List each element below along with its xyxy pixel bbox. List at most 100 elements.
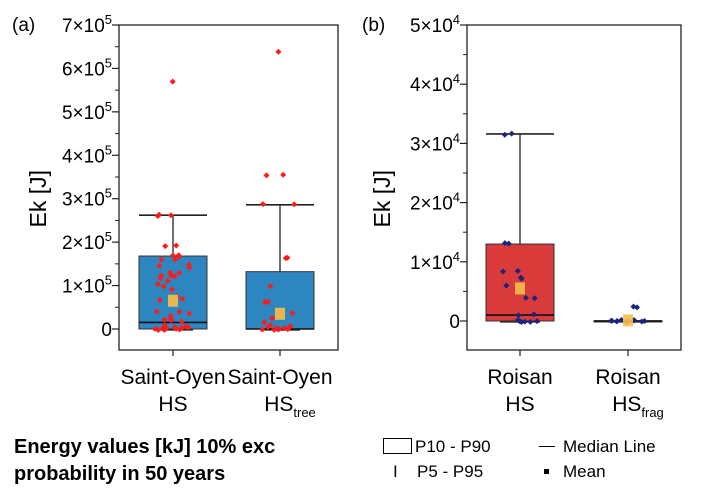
data-point <box>634 304 641 311</box>
data-point <box>157 275 164 282</box>
category-label-line1: Saint-Oyen <box>227 366 332 389</box>
category-label-line1: Roisan <box>487 366 552 389</box>
data-point <box>500 268 507 275</box>
category-label-line2: HStree <box>264 393 316 420</box>
data-point <box>179 295 186 302</box>
y-tick-label: 2×104 <box>410 190 460 215</box>
legend-item-median: Median Line <box>539 434 656 459</box>
legend-whisker-label: P5 - P95 <box>417 462 484 481</box>
data-point <box>172 256 179 263</box>
mean-square-icon <box>544 469 549 474</box>
data-point <box>158 256 165 263</box>
category-label-line1: Roisan <box>595 366 660 389</box>
panel-label: (b) <box>362 15 385 36</box>
y-tick-label: 3×105 <box>62 186 112 211</box>
y-tick-label: 3×104 <box>410 130 460 155</box>
data-point <box>168 317 175 324</box>
data-point <box>160 283 167 290</box>
category-label-line2: HSfrag <box>612 393 664 420</box>
y-tick-label: 1×105 <box>62 273 112 298</box>
data-point <box>284 326 291 333</box>
y-tick-label: 5×104 <box>410 12 460 37</box>
data-point <box>162 243 169 250</box>
data-point <box>522 294 529 301</box>
data-point <box>259 326 266 333</box>
data-point <box>265 299 272 306</box>
y-tick-label: 2×105 <box>62 229 112 254</box>
data-point <box>156 297 163 304</box>
data-point <box>178 318 185 325</box>
data-point <box>164 277 171 284</box>
data-point <box>155 326 162 333</box>
data-point <box>176 253 183 260</box>
data-point <box>527 318 534 325</box>
plot-frame <box>466 24 682 351</box>
caption-line-2: probability in 50 years <box>14 463 226 485</box>
data-point <box>161 316 168 323</box>
data-point <box>641 318 648 325</box>
mean-marker <box>623 314 633 327</box>
chart-panel-b: (b) 0 1×104 2×104 3×104 4×104 5×104 Ek [J] Roisa… <box>362 12 682 420</box>
data-point <box>269 315 276 322</box>
data-point <box>280 171 287 178</box>
data-point <box>503 282 510 289</box>
data-point <box>267 283 274 290</box>
data-point <box>173 325 180 332</box>
box <box>245 271 315 330</box>
legend-item-mean: Mean <box>544 459 606 484</box>
y-tick-label: 4×105 <box>62 142 112 167</box>
y-tick-label: 4×104 <box>410 71 460 96</box>
data-point <box>173 242 180 249</box>
data-point <box>186 264 193 271</box>
data-point <box>289 310 296 317</box>
data-point <box>156 262 163 269</box>
data-point <box>514 268 521 275</box>
legend-box-label: P10 - P90 <box>415 437 491 456</box>
y-tick-label: 0 <box>449 312 460 333</box>
data-point <box>168 286 175 293</box>
caption-line-1: Energy values [kJ] 10% exc <box>14 436 276 458</box>
data-point <box>261 319 268 326</box>
legend-mean-label: Mean <box>563 462 606 481</box>
data-point <box>154 212 161 219</box>
median-line-icon <box>539 446 555 447</box>
data-point <box>264 324 271 331</box>
legend-item-box: P10 - P90 <box>383 434 491 459</box>
data-point <box>261 298 268 305</box>
data-point <box>521 318 528 325</box>
y-axis-title: Ek [J] <box>25 170 51 228</box>
y-tick-label: 5×105 <box>62 99 112 124</box>
data-point <box>169 78 176 85</box>
data-point <box>282 255 289 262</box>
legend-item-whisker: I P5 - P95 <box>393 459 483 484</box>
y-tick-label: 1×104 <box>410 249 460 274</box>
data-point <box>263 172 270 179</box>
y-tick-label: 6×105 <box>62 55 112 80</box>
data-point <box>501 131 508 138</box>
data-point <box>291 201 298 208</box>
data-point <box>501 240 508 247</box>
legend-median-label: Median Line <box>563 437 656 456</box>
data-point <box>518 274 525 281</box>
category-label-line1: Saint-Oyen <box>120 366 225 389</box>
data-point <box>259 201 266 208</box>
category-label-line2: HS <box>158 393 187 416</box>
data-point <box>505 240 512 247</box>
data-point <box>153 308 160 315</box>
mean-marker <box>515 282 525 295</box>
mean-marker <box>275 307 285 320</box>
data-point <box>186 310 193 317</box>
data-point <box>185 324 192 331</box>
data-point <box>514 317 521 324</box>
y-tick-label: 7×105 <box>62 12 112 37</box>
whisker-symbol-icon: I <box>393 462 398 481</box>
data-point <box>176 326 183 333</box>
data-point <box>167 212 174 219</box>
data-point <box>169 252 176 259</box>
panel-label: (a) <box>12 15 35 36</box>
plot-frame <box>118 24 339 351</box>
y-tick-label: 0 <box>101 320 112 341</box>
data-point <box>608 317 615 324</box>
data-point <box>161 326 168 333</box>
